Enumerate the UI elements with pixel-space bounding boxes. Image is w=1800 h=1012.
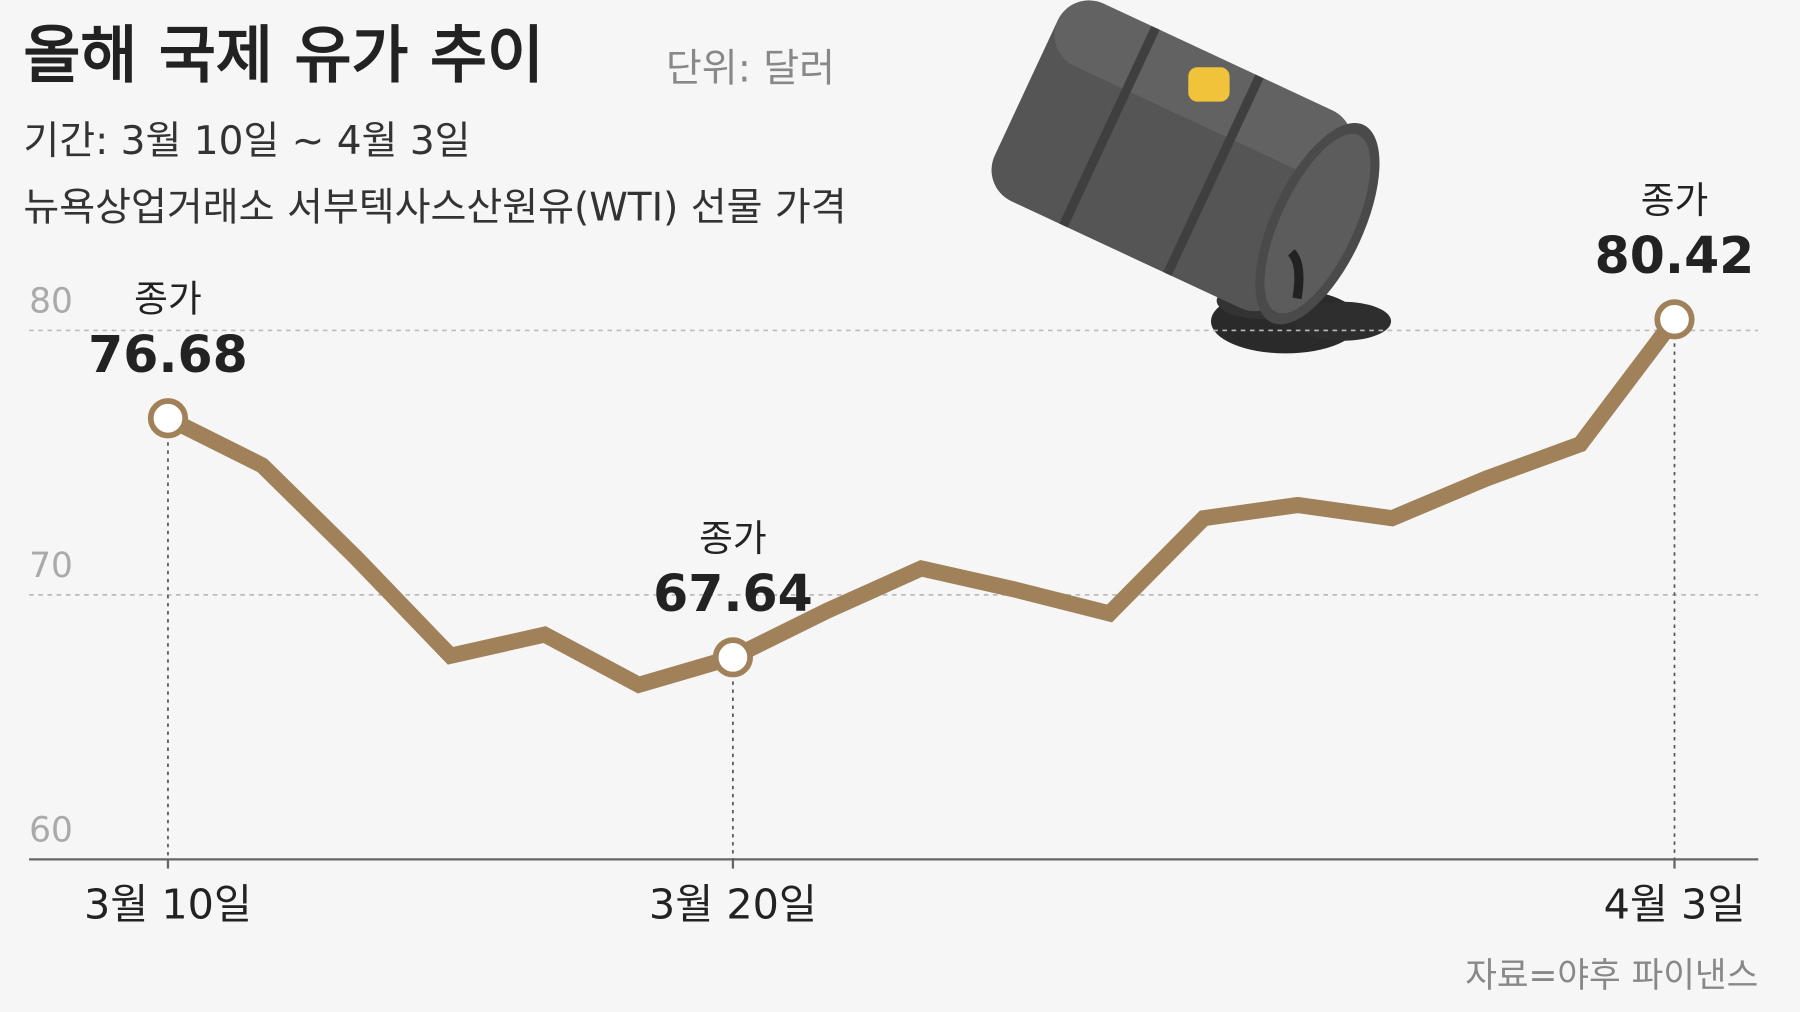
- x-tick-label: 4월 3일: [1604, 881, 1746, 929]
- data-point: [712, 637, 753, 678]
- subtitle: 뉴욕상업거래소 서부텍사스산원유(WTI) 선물 가격: [23, 185, 846, 230]
- data-point: [147, 398, 189, 439]
- x-tick-label: 3월 10일: [84, 881, 252, 929]
- x-tick-label: 3월 20일: [649, 881, 817, 929]
- annotation: 종가: [1641, 179, 1709, 222]
- unit-label: 단위: 달러: [666, 47, 835, 92]
- data-label: 76.68: [88, 325, 248, 384]
- data-point: [1654, 299, 1695, 340]
- chart-title: 올해 국제 유가 추이: [23, 19, 544, 92]
- data-label: 67.64: [653, 564, 813, 623]
- annotation: 종가: [134, 278, 202, 321]
- data-label: 80.42: [1595, 226, 1755, 285]
- line-series: [164, 314, 1681, 694]
- subtitle: 기간: 3월 10일 ~ 4월 3일: [23, 119, 470, 164]
- y-tick-label: 60: [29, 810, 73, 850]
- annotation: 종가: [699, 517, 767, 560]
- y-tick-label: 80: [29, 281, 73, 321]
- y-tick-label: 70: [29, 546, 73, 586]
- source: 자료=야후 파이낸스: [1465, 956, 1758, 996]
- oil-barrel-illustration: [991, 0, 1392, 354]
